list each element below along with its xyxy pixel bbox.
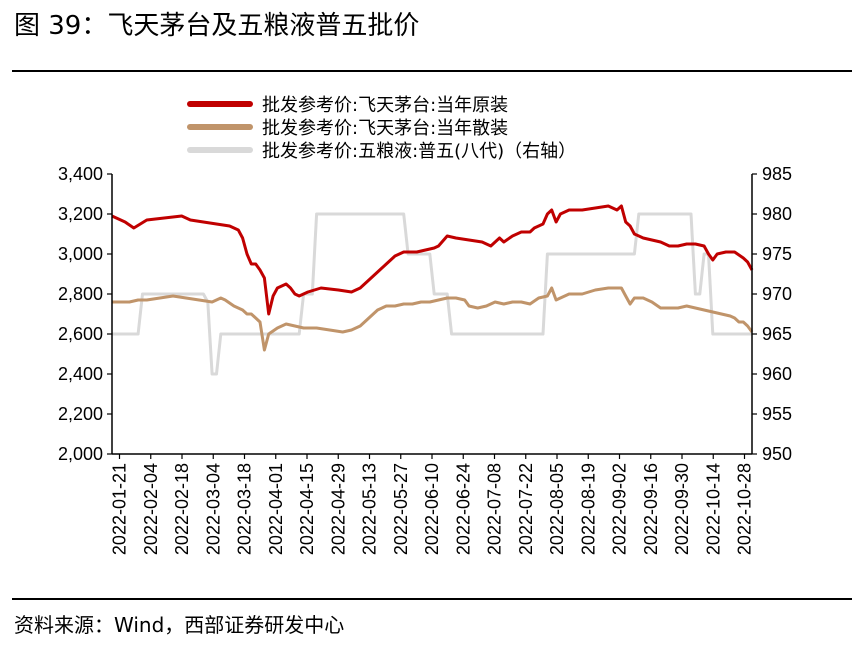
x-tick-label: 2022-04-29	[328, 463, 348, 555]
plot-area	[111, 204, 754, 376]
x-tick-label: 2022-03-18	[235, 463, 255, 555]
x-tick-label: 2022-08-19	[578, 463, 598, 555]
source-note: 资料来源：Wind，西部证券研发中心	[14, 613, 345, 637]
x-tick-label: 2022-05-13	[360, 463, 380, 555]
x-tick-label: 2022-08-05	[547, 463, 567, 555]
series-line-1	[112, 286, 754, 352]
x-tick-label: 2022-07-22	[516, 463, 536, 555]
x-tick-label: 2022-09-30	[672, 463, 692, 555]
x-tick-label: 2022-09-02	[610, 463, 630, 555]
legend-label-1: 批发参考价:飞天茅台:当年散装	[262, 118, 508, 139]
x-tick-label: 2022-04-01	[266, 463, 286, 555]
title-rule	[12, 70, 852, 72]
source-rule	[12, 598, 852, 600]
series-line-2	[112, 212, 752, 376]
x-tick-label: 2022-04-15	[297, 463, 317, 555]
legend-label-0: 批发参考价:飞天茅台:当年原装	[262, 95, 508, 116]
right-tick-label: 960	[762, 364, 792, 384]
x-tick-label: 2022-03-04	[203, 463, 223, 555]
right-tick-label: 980	[762, 204, 792, 224]
x-tick-label: 2022-09-16	[641, 463, 661, 555]
right-tick-label: 955	[762, 404, 792, 424]
x-tick-label: 2022-02-18	[172, 463, 192, 555]
chart-area: 批发参考价:飞天茅台:当年原装批发参考价:飞天茅台:当年散装批发参考价:五粮液:…	[58, 95, 792, 555]
x-tick-label: 2022-06-24	[453, 463, 473, 555]
x-tick-label: 2022-07-08	[485, 463, 505, 555]
right-tick-label: 975	[762, 244, 792, 264]
left-tick-label: 3,000	[58, 244, 103, 264]
series-line-0	[111, 204, 754, 316]
x-tick-label: 2022-10-28	[735, 463, 755, 555]
x-tick-label: 2022-01-21	[110, 463, 130, 555]
x-tick-label: 2022-06-10	[422, 463, 442, 555]
left-tick-label: 2,400	[58, 364, 103, 384]
right-tick-label: 950	[762, 444, 792, 464]
right-tick-label: 985	[762, 164, 792, 184]
left-tick-label: 2,000	[58, 444, 103, 464]
x-tick-label: 2022-10-14	[703, 463, 723, 555]
right-tick-label: 970	[762, 284, 792, 304]
left-tick-label: 2,800	[58, 284, 103, 304]
left-tick-label: 2,200	[58, 404, 103, 424]
left-tick-label: 3,400	[58, 164, 103, 184]
legend: 批发参考价:飞天茅台:当年原装批发参考价:飞天茅台:当年散装批发参考价:五粮液:…	[187, 95, 576, 162]
left-tick-label: 3,200	[58, 204, 103, 224]
right-tick-label: 965	[762, 324, 792, 344]
x-tick-label: 2022-02-04	[141, 463, 161, 555]
x-tick-label: 2022-05-27	[391, 463, 411, 555]
legend-label-2: 批发参考价:五粮液:普五(八代)（右轴）	[262, 141, 576, 162]
axes: 2,000 2,200 2,400 2,600 2,800 3,000 3,200 3,400…	[58, 164, 792, 555]
left-tick-label: 2,600	[58, 324, 103, 344]
figure-title: 图 39：飞天茅台及五粮液普五批价	[14, 11, 420, 41]
